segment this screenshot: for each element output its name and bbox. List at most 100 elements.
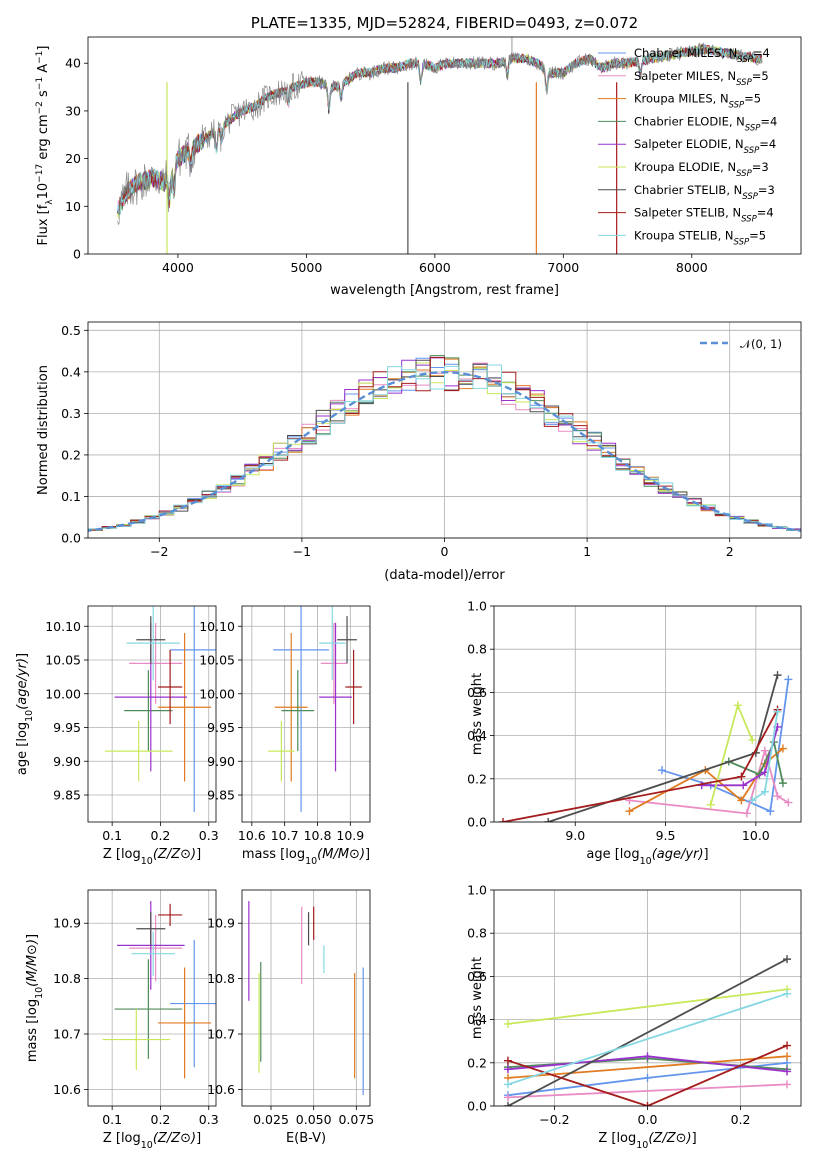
x-axis-label: Z [log10(Z/Z⊙)] (598, 1131, 696, 1151)
weight-marker (503, 1056, 512, 1065)
x-tick-label: 0.0 (638, 1112, 658, 1127)
weight-marker (783, 989, 792, 998)
weight-marker (783, 1067, 792, 1076)
x-tick-label: 0.2 (151, 828, 171, 843)
y-tick-label: 10.10 (199, 619, 235, 634)
weight-marker (739, 781, 748, 790)
y-tick-label: 9.95 (53, 720, 81, 735)
y-tick-label: 10.9 (207, 916, 235, 931)
x-tick-label: −2 (150, 544, 168, 559)
y-tick-label: 0.0 (467, 1099, 487, 1114)
y-tick-label: 10 (65, 199, 81, 214)
x-tick-label: 0.3 (199, 828, 219, 843)
weight-line (507, 1055, 788, 1079)
weight-marker (499, 818, 508, 822)
y-tick-label: 10.7 (207, 1027, 235, 1042)
weight-marker (783, 955, 792, 964)
weight-marker (748, 796, 757, 805)
y-tick-label: 10.05 (199, 653, 235, 668)
x-tick-label: 8000 (676, 260, 708, 275)
y-axis-label: Flux [fλ10−17 erg cm−2 s−1 A−1] (35, 46, 55, 246)
y-tick-label: 20 (65, 151, 81, 166)
y-tick-label: 0.4 (61, 364, 81, 379)
y-axis-label: mass [log10(M/M⊙)] (25, 934, 45, 1062)
y-axis-label: mass weight (470, 957, 485, 1039)
y-tick-label: 0.8 (467, 926, 487, 941)
x-axis-label: Z [log10(Z/Z⊙)] (103, 847, 201, 867)
legend-label: Chabrier ELODIE, NSSP=4 (634, 114, 777, 133)
y-tick-label: 9.90 (207, 754, 235, 769)
y-tick-label: 0.4 (467, 1012, 487, 1027)
y-tick-label: 10.9 (53, 916, 81, 931)
legend-label: Salpeter STELIB, NSSP=4 (634, 206, 774, 225)
legend-label: 𝒩(0, 1) (740, 337, 782, 351)
x-tick-label: 9.0 (565, 828, 585, 843)
histogram-step (88, 364, 801, 533)
y-tick-label: 1.0 (467, 883, 487, 898)
weight-line (728, 739, 784, 784)
weight-marker (760, 746, 769, 755)
panel-mass_vs_EBV: 0.025 0.050 0.075 10.6 10.7 10.8 10.9 E(B-V) (207, 889, 374, 1146)
x-tick-label: 0 (441, 544, 449, 559)
x-tick-label: 1 (583, 544, 591, 559)
panel-residuals: −2 −1 0 1 2 0.0 0.1 0.2 0.3 0.4 0.5 (data-model)/er… (36, 321, 802, 583)
y-tick-label: 0.2 (61, 447, 81, 462)
y-tick-label: 0.1 (61, 489, 81, 504)
weight-marker (778, 779, 787, 788)
weight-marker (748, 735, 757, 744)
weight-marker (706, 800, 715, 809)
y-tick-label: 1.0 (467, 599, 487, 614)
plot-area-age_vs_mass (268, 606, 362, 812)
y-axis-label: age [log10(age/yr)] (15, 653, 35, 775)
weight-line (507, 988, 788, 1025)
y-tick-label: 30 (65, 103, 81, 118)
weight-marker (625, 807, 634, 816)
weight-line (507, 992, 788, 1086)
weight-line (709, 702, 754, 805)
weight-marker (760, 787, 769, 796)
x-axis-label: (data-model)/error (384, 568, 505, 583)
weight-line (507, 1083, 788, 1099)
y-tick-label: 0.8 (467, 642, 487, 657)
y-tick-label: 0.3 (61, 406, 81, 421)
panel-weight_vs_Z: −0.2 0.0 0.2 0.0 0.2 0.4 0.6 0.8 1.0 Z [log10(Z/Z… (467, 883, 802, 1151)
x-axis-label: Z [log10(Z/Z⊙)] (103, 1131, 201, 1151)
x-tick-label: 0.1 (102, 1112, 122, 1127)
panel-weight_vs_age: 9.0 9.5 10.0 0.0 0.2 0.4 0.6 0.8 1.0 age [log10(a… (467, 599, 802, 867)
axes-frame (87, 605, 217, 823)
x-tick-label: 6000 (419, 260, 451, 275)
x-tick-label: 0.2 (151, 1112, 171, 1127)
legend-label: Chabrier STELIB, NSSP=3 (634, 183, 775, 202)
weight-marker (643, 1052, 652, 1061)
y-tick-label: 0.0 (467, 815, 487, 830)
y-tick-label: 10.00 (45, 686, 81, 701)
x-tick-label: 10.9 (336, 828, 364, 843)
weight-marker (503, 1080, 512, 1089)
x-tick-label: 7000 (547, 260, 579, 275)
x-tick-label: 4000 (162, 260, 194, 275)
x-tick-label: 10.0 (742, 828, 770, 843)
panel-mass_vs_Z: 0.1 0.2 0.3 10.6 10.7 10.8 10.9 Z [log10(Z/Z⊙)]… (25, 889, 219, 1151)
x-tick-label: 0.025 (253, 1112, 289, 1127)
weight-marker (778, 744, 787, 753)
y-tick-label: 0.5 (61, 323, 81, 338)
legend-label: Kroupa ELODIE, NSSP=3 (634, 160, 769, 179)
axes-frame (241, 889, 371, 1107)
x-tick-label: 2 (726, 544, 734, 559)
x-tick-label: 10.7 (271, 828, 299, 843)
weight-marker (503, 1093, 512, 1102)
axes-frame (493, 605, 802, 823)
x-tick-label: 5000 (290, 260, 322, 275)
weight-marker (737, 796, 746, 805)
plot-area-weight_vs_Z (503, 955, 792, 1106)
plot-area-residuals (88, 355, 801, 533)
y-tick-label: 10.10 (45, 619, 81, 634)
weight-line (507, 1044, 788, 1106)
weight-marker (766, 807, 775, 816)
x-tick-label: 10.8 (304, 828, 332, 843)
x-tick-label: 9.5 (656, 828, 676, 843)
y-tick-label: 40 (65, 56, 81, 71)
x-tick-label: 0.050 (296, 1112, 332, 1127)
weight-line (661, 679, 790, 813)
